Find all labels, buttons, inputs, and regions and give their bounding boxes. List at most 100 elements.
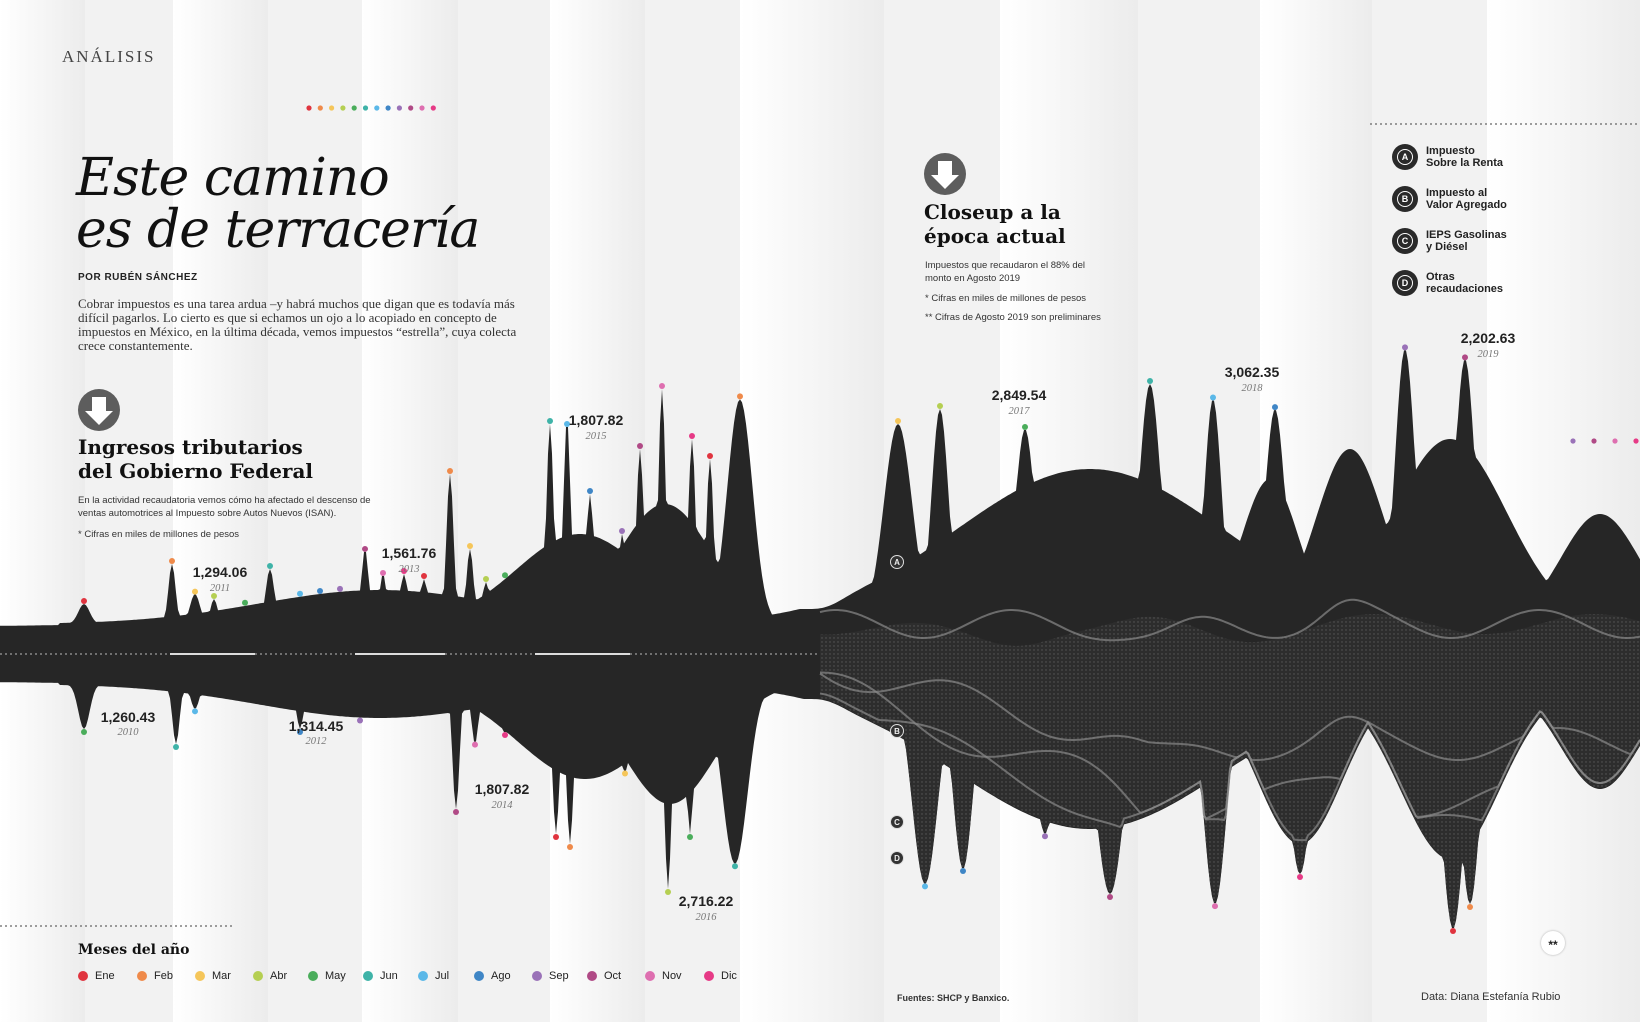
month-color-dot [195, 971, 205, 981]
tax-legend-item: A Impuesto Sobre la Renta [1392, 144, 1536, 170]
month-dot [665, 889, 671, 895]
tax-letter: B [1397, 191, 1413, 207]
month-dot [317, 587, 323, 594]
annual-year-label: 2010 [117, 727, 139, 738]
section-label: ANÁLISIS [62, 47, 156, 66]
month-dot [1272, 404, 1278, 411]
decorative-dots [306, 105, 436, 111]
background-column [458, 0, 550, 1022]
month-legend-item: Feb [137, 970, 173, 982]
month-dot [659, 383, 665, 389]
month-label: Mar [212, 970, 231, 982]
tax-badge-icon: C [1392, 228, 1418, 254]
left-desc-line2: ventas automotrices al Impuesto sobre Au… [78, 508, 337, 519]
month-legend-item: Sep [532, 970, 569, 982]
month-dot [1570, 438, 1576, 444]
decorative-dot [374, 105, 380, 111]
month-label: Abr [270, 970, 288, 982]
decorative-dot [306, 105, 312, 111]
month-dot [619, 528, 625, 534]
month-dot [1107, 894, 1113, 900]
annual-value-label: 2,202.63 [1460, 330, 1516, 346]
right-desc-line1: Impuestos que recaudaron el 88% del [925, 260, 1086, 271]
band-separator-line [819, 692, 1640, 842]
tax-legend-text: Otras recaudaciones [1426, 271, 1536, 295]
month-dot [81, 598, 87, 604]
tax-legend-line2: recaudaciones [1426, 283, 1504, 295]
left-desc-line1: En la actividad recaudatoria vemos cómo … [78, 495, 371, 506]
title-line2: es de terracería [76, 200, 480, 260]
tax-legend-text: IEPS Gasolinas y Diésel [1426, 229, 1536, 253]
month-dot [502, 732, 508, 739]
month-dot [267, 563, 273, 569]
right-desc-line2: monto en Agosto 2019 [925, 273, 1021, 284]
tax-legend-item: B Impuesto al Valor Agregado [1392, 186, 1536, 212]
month-dot [173, 744, 179, 750]
decorative-dot [419, 105, 425, 111]
decorative-dot [351, 105, 357, 111]
month-label: Jun [380, 970, 398, 982]
month-dot [453, 809, 459, 815]
background-column [268, 0, 362, 1022]
month-dot [483, 576, 489, 582]
annual-value-label: 1,807.82 [568, 412, 624, 428]
month-dot [297, 729, 303, 735]
band-separator-line [819, 598, 1640, 642]
tax-legend-text: Impuesto Sobre la Renta [1426, 145, 1536, 169]
month-dot [1462, 354, 1468, 361]
month-dot [447, 468, 453, 474]
month-color-dot [704, 971, 714, 981]
credit: Data: Diana Estefanía Rubio [1421, 991, 1561, 1003]
months-title: Meses del año [78, 942, 190, 958]
month-dot [362, 545, 368, 552]
annual-value-label: 1,260.43 [100, 709, 156, 725]
month-dot [937, 403, 943, 409]
month-color-dot [308, 971, 318, 981]
annual-value-label: 3,062.35 [1224, 364, 1280, 380]
annual-year-label: 2014 [491, 800, 513, 811]
tax-legend-text: Impuesto al Valor Agregado [1426, 187, 1536, 211]
band-badge: C [890, 815, 904, 829]
month-legend-item: Abr [253, 970, 287, 982]
month-dot [1633, 438, 1639, 444]
annual-year-label: 2019 [1477, 349, 1499, 360]
band-separator-line [819, 672, 1640, 761]
month-color-dot [532, 971, 542, 981]
month-legend-item: Mar [195, 970, 231, 982]
month-dot [81, 729, 87, 735]
month-legend-item: May [308, 970, 346, 982]
annual-value-label: 1,807.82 [474, 781, 530, 797]
tax-letter: A [1397, 149, 1413, 165]
annual-year-label: 2012 [305, 736, 327, 747]
month-dot [1212, 903, 1218, 910]
background-column [1487, 0, 1640, 1022]
tax-legend-line2: Valor Agregado [1426, 199, 1507, 211]
tax-badge-icon: A [1392, 144, 1418, 170]
tax-legend-line2: Sobre la Renta [1426, 157, 1504, 169]
month-legend-item: Ene [78, 970, 115, 982]
decorative-dot [396, 105, 402, 111]
tax-legend-line1: IEPS Gasolinas [1426, 229, 1507, 241]
month-dot [564, 421, 570, 428]
month-dot [687, 834, 693, 840]
tax-legend-item: C IEPS Gasolinas y Diésel [1392, 228, 1536, 254]
month-dot [1402, 344, 1408, 351]
annual-year-label: 2011 [209, 583, 231, 594]
right-heading-line1: Closeup a la [924, 200, 1061, 224]
band-badge: D [890, 851, 904, 865]
annual-year-label: 2015 [585, 431, 607, 442]
left-note: * Cifras en miles de millones de pesos [78, 529, 240, 540]
sources: Fuentes: SHCP y Banxico. [897, 993, 1010, 1003]
month-label: Ago [491, 970, 511, 982]
month-dot [380, 569, 386, 576]
decorative-dot [329, 105, 335, 111]
month-dot [1467, 904, 1473, 910]
band-badge: B [890, 724, 904, 738]
month-color-dot [474, 971, 484, 981]
month-dot [169, 558, 175, 564]
month-label: Jul [435, 970, 450, 982]
month-legend-item: Jul [418, 970, 449, 982]
month-dot [297, 590, 303, 597]
annual-value-label: 1,314.45 [288, 718, 344, 734]
